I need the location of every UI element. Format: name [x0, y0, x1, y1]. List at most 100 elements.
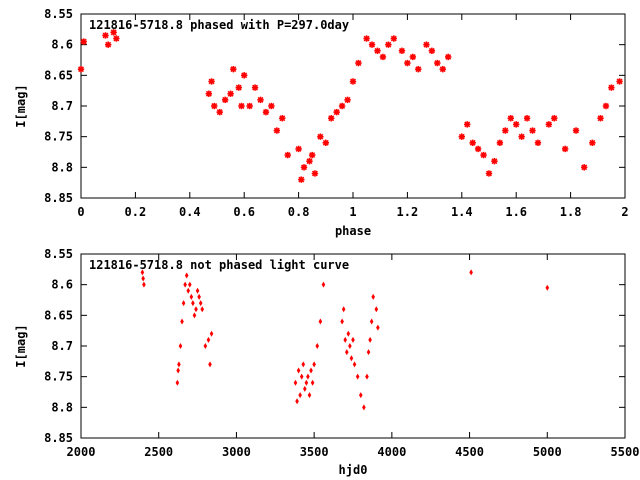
data-point [341, 306, 346, 313]
data-point [368, 41, 376, 48]
x-tick-label: 0.8 [288, 205, 310, 219]
data-point [257, 96, 264, 104]
y-tick-label: 8.7 [51, 99, 73, 113]
data-point [385, 41, 392, 48]
data-point [241, 72, 248, 79]
data-point [355, 59, 362, 67]
data-point [141, 275, 145, 282]
data-point [346, 330, 351, 337]
y-tick-label: 8.55 [44, 7, 73, 21]
data-point [192, 312, 197, 319]
x-tick-label: 2000 [67, 445, 96, 459]
data-point [608, 84, 615, 91]
data-point [322, 139, 329, 146]
y-tick-label: 8.65 [44, 68, 73, 82]
x-tick-label: 2500 [144, 445, 173, 459]
data-point [205, 90, 213, 97]
data-point [368, 336, 372, 343]
data-point [551, 115, 558, 122]
plot-area-frame [80, 253, 626, 439]
axis-ticks: 2000 2500 3000 3500 4000 4500 5000 5500 8.55 8.6 8… [44, 247, 639, 459]
data-point [306, 158, 313, 165]
data-point [365, 373, 369, 380]
data-point [177, 361, 181, 368]
data-point [209, 330, 214, 337]
data-point [404, 59, 411, 67]
axis-ticks: 0 0.2 0.4 0.6 0.8 1 1.2 1.4 1.6 1.8 2 8.55 8.6 8.65 8.… [44, 7, 629, 219]
chart-title: 121816-5718.8 phased with P=297.0day [89, 18, 349, 32]
data-point [561, 145, 569, 153]
data-point [589, 139, 596, 146]
x-axis-title: hjd0 [339, 463, 368, 477]
x-tick-label: 0.4 [179, 205, 201, 219]
y-tick-label: 8.6 [51, 278, 73, 292]
x-tick-label: 1.6 [505, 205, 527, 219]
data-point [307, 392, 312, 399]
data-point [301, 361, 306, 368]
y-axis-title: I[mag] [14, 324, 28, 367]
x-tick-label: 3500 [300, 445, 329, 459]
data-point [474, 145, 482, 153]
x-tick-label: 4500 [455, 445, 484, 459]
data-point [312, 361, 316, 368]
data-point [299, 373, 304, 380]
data-point [298, 176, 305, 183]
data-point [230, 66, 237, 73]
x-tick-label: 2 [621, 205, 628, 219]
y-axis-title: I[mag] [14, 84, 28, 127]
data-point [195, 287, 200, 294]
data-point [227, 90, 234, 97]
data-point [304, 379, 309, 386]
data-point [362, 404, 366, 411]
data-point [371, 293, 376, 300]
data-point [415, 66, 422, 73]
data-point [445, 53, 452, 61]
data-point [188, 281, 192, 288]
data-point [203, 343, 208, 349]
y-tick-label: 8.8 [51, 160, 73, 174]
data-point [343, 336, 348, 343]
data-point [328, 115, 335, 122]
data-point [545, 121, 553, 128]
data-point [194, 306, 198, 313]
data-point [311, 170, 319, 177]
data-point [295, 398, 299, 405]
data-point [344, 349, 349, 356]
data-point [333, 108, 340, 116]
data-point [246, 102, 253, 110]
y-tick-label: 8.65 [44, 308, 73, 322]
x-tick-label: 1.8 [560, 205, 582, 219]
y-tick-label: 8.85 [44, 431, 73, 445]
data-point [176, 367, 180, 374]
data-point [279, 115, 286, 122]
data-point [317, 133, 324, 140]
unphased-light-curve-panel: 121816-5718.8 not phased light curve hjd… [14, 247, 639, 477]
data-point [295, 145, 302, 153]
data-point [273, 127, 281, 134]
data-point [523, 115, 531, 122]
data-point [318, 318, 323, 325]
data-point [175, 379, 180, 386]
data-point [198, 300, 203, 307]
data-point [110, 29, 117, 36]
data-point [191, 300, 195, 307]
data-point [496, 139, 504, 146]
data-point [238, 102, 245, 110]
data-point [485, 170, 493, 177]
data-point [184, 272, 189, 279]
data-point [309, 151, 316, 159]
data-point [102, 32, 109, 39]
x-tick-label: 0 [77, 205, 84, 219]
data-point [296, 367, 301, 374]
x-tick-label: 0.6 [233, 205, 255, 219]
data-points [77, 29, 623, 183]
data-point [369, 318, 374, 325]
data-point [142, 281, 146, 288]
data-point [529, 127, 536, 134]
data-point [262, 108, 270, 116]
data-point [268, 102, 275, 110]
data-point [349, 355, 354, 362]
x-tick-label: 5000 [533, 445, 562, 459]
data-point [105, 41, 112, 48]
